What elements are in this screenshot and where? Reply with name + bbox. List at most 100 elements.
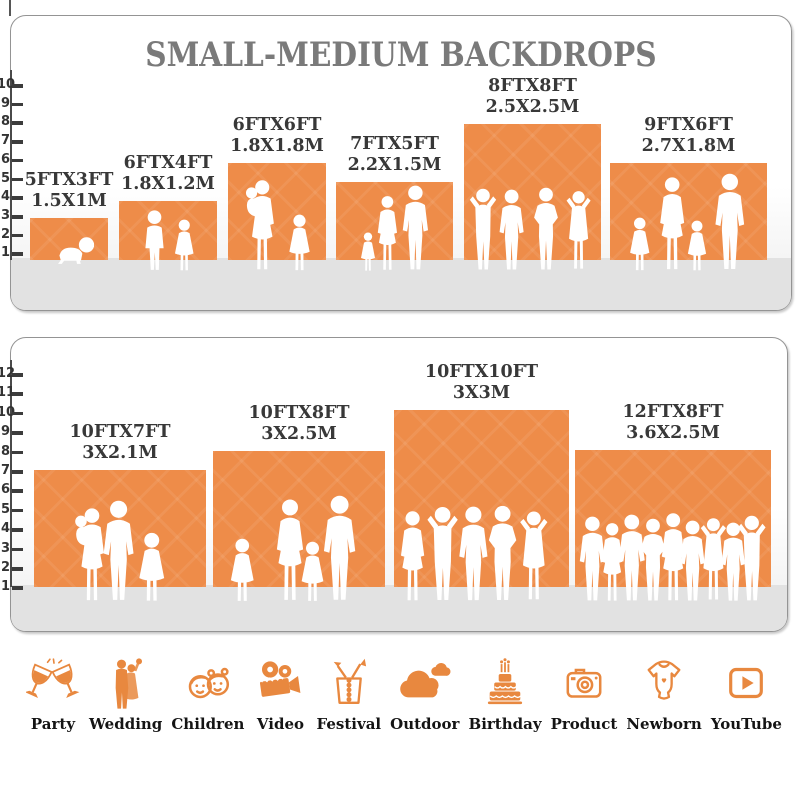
category-party: Party <box>26 656 80 733</box>
backdrop-panel-top: SMALL-MEDIUM BACKDROPS 10 9 8 7 6 5 4 3 2 1 5FTX3F… <box>0 15 792 311</box>
backdrop-size-ft: 12FTX8FT <box>622 402 724 423</box>
ruler-tick <box>12 431 23 435</box>
backdrop-size-ft: 10FTX8FT <box>248 403 350 424</box>
ruler-tick <box>12 233 23 238</box>
category-label: Product <box>550 715 618 733</box>
ruler-number: 6 <box>0 151 10 167</box>
person-silhouette-manup <box>423 505 462 603</box>
youtube-icon <box>719 656 773 710</box>
backdrop-size-label: 10FTX7FT 3X2.1M <box>69 422 170 463</box>
category-birthday: Birthday <box>469 656 542 733</box>
person-silhouette-baby <box>52 236 95 264</box>
person-silhouette-woman <box>596 522 628 603</box>
video-icon <box>253 656 307 710</box>
category-outdoor: Outdoor <box>390 656 459 733</box>
ruler-tick <box>12 158 23 163</box>
person-silhouette-man <box>398 185 433 272</box>
person-silhouette-girl <box>171 219 198 272</box>
ruler-number: 7 <box>0 463 10 478</box>
person-silhouette-manhips <box>636 518 670 603</box>
page-title: SMALL-MEDIUM BACKDROPS <box>145 35 657 75</box>
backdrop-size-label: 12FTX8FT 3.6X2.5M <box>622 402 723 443</box>
category-children: Children <box>171 656 244 733</box>
backdrop-size-m: 2.7X1.8M <box>641 135 736 156</box>
backdrop-size-m: 2.5X2.5M <box>485 96 580 117</box>
person-silhouette-woman <box>394 510 431 603</box>
ruler-number: 1 <box>0 579 10 595</box>
category-label: Video <box>256 715 305 733</box>
ruler-number: 5 <box>0 501 10 517</box>
ruler-number: 7 <box>0 133 10 149</box>
ruler-tick <box>12 528 23 532</box>
ruler-number: 12 <box>0 366 15 381</box>
ruler-number: 4 <box>0 521 10 537</box>
ruler-tick <box>12 508 23 513</box>
backdrop-size-ft: 6FTX4FT <box>123 153 213 174</box>
ruler-number: 6 <box>0 482 10 498</box>
category-label: Birthday <box>468 715 542 733</box>
person-silhouette-girl <box>226 538 259 603</box>
ruler-axis-line <box>10 360 12 587</box>
ruler-tick <box>12 586 23 590</box>
backdrop-size-ft: 10FTX10FT <box>424 362 539 383</box>
person-silhouette-man <box>614 514 650 603</box>
ruler-tick <box>12 373 23 377</box>
ruler-number: 3 <box>0 208 10 224</box>
ruler-number: 9 <box>0 95 10 111</box>
product-icon <box>557 656 611 710</box>
ground-strip <box>11 258 791 310</box>
person-silhouette-man <box>710 173 750 272</box>
backdrop-size-m: 3X2.5M <box>261 423 337 444</box>
ruler-number: 1 <box>0 245 10 261</box>
ruler-tick <box>12 470 23 474</box>
category-label: Newborn <box>626 715 702 733</box>
backdrop-size-m: 1.8X1.2M <box>121 173 215 194</box>
category-bar: Party Wedding Children Video Festival Outdoor… <box>0 656 800 733</box>
person-silhouette-girl <box>134 532 170 603</box>
person-silhouette-womanbaby <box>239 179 282 272</box>
backdrop-rect <box>119 201 217 260</box>
backdrop-size-m: 1.8X1.8M <box>230 135 324 156</box>
backdrop-size-label: 8FTX8FT 2.5X2.5M <box>486 76 580 117</box>
person-silhouette-woman <box>269 498 311 603</box>
ruler-tick <box>12 102 23 107</box>
ruler-overflow-mark <box>9 0 11 16</box>
person-silhouette-boy <box>139 210 170 272</box>
ruler-tick <box>12 196 23 200</box>
person-silhouette-womanup <box>562 189 595 272</box>
ruler-tick <box>12 215 23 219</box>
backdrop-size-m: 3.6X2.5M <box>626 422 720 443</box>
backdrop-size-label: 6FTX4FT 1.8X1.2M <box>121 153 215 194</box>
person-silhouette-man <box>676 520 709 603</box>
backdrop-rect <box>610 163 767 260</box>
backdrop-size-ft: 9FTX6FT <box>644 115 733 136</box>
outdoor-icon <box>398 656 452 710</box>
category-label: Party <box>30 715 76 733</box>
person-silhouette-man <box>98 500 139 603</box>
category-label: Children <box>171 715 245 733</box>
festival-icon <box>322 656 376 710</box>
ruler-tick <box>12 84 23 88</box>
ruler-tick <box>12 252 23 256</box>
ruler-number: 2 <box>0 226 10 242</box>
person-silhouette-girl <box>285 214 314 272</box>
backdrop-size-ft: 10FTX7FT <box>69 422 171 443</box>
person-silhouette-man <box>575 516 610 603</box>
category-label: Wedding <box>89 715 163 733</box>
person-silhouette-girl <box>297 541 328 603</box>
ruler-number: 10 <box>0 77 15 92</box>
ruler-tick <box>12 392 23 396</box>
backdrop-size-label: 7FTX5FT 2.2X1.5M <box>348 134 442 175</box>
ruler-tick <box>12 489 23 493</box>
ruler-number: 5 <box>0 170 10 186</box>
backdrop-size-m: 1.5X1M <box>31 190 107 211</box>
category-festival: Festival <box>317 656 381 733</box>
person-silhouette-womanbaby <box>68 507 112 603</box>
backdrop-size-ft: 5FTX3FT <box>24 170 114 191</box>
newborn-icon <box>637 656 691 710</box>
person-silhouette-manup <box>466 187 500 272</box>
category-newborn: Newborn <box>626 656 702 733</box>
ruler-tick <box>12 450 23 455</box>
person-silhouette-womanup <box>696 516 731 603</box>
person-silhouette-man <box>454 506 493 603</box>
